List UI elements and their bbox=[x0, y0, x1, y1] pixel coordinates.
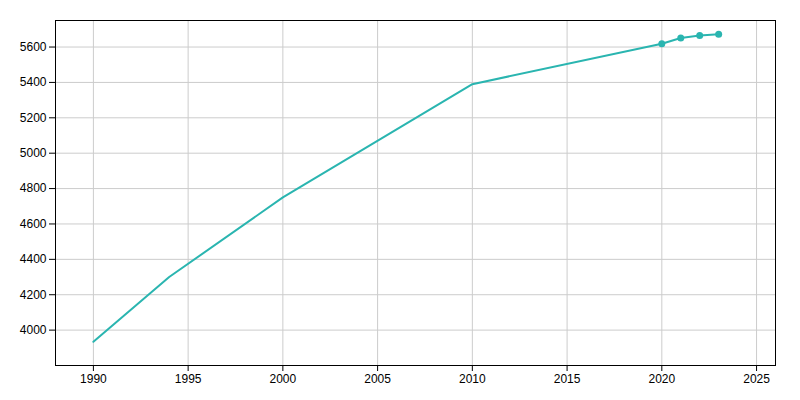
svg-text:2015: 2015 bbox=[554, 372, 581, 386]
svg-text:4000: 4000 bbox=[20, 323, 47, 337]
svg-text:5000: 5000 bbox=[20, 146, 47, 160]
svg-text:2000: 2000 bbox=[270, 372, 297, 386]
svg-text:4400: 4400 bbox=[20, 252, 47, 266]
svg-text:4200: 4200 bbox=[20, 288, 47, 302]
svg-text:5400: 5400 bbox=[20, 75, 47, 89]
svg-text:1995: 1995 bbox=[175, 372, 202, 386]
svg-text:2005: 2005 bbox=[364, 372, 391, 386]
svg-text:4800: 4800 bbox=[20, 181, 47, 195]
svg-text:5600: 5600 bbox=[20, 40, 47, 54]
svg-text:2010: 2010 bbox=[459, 372, 486, 386]
svg-text:2025: 2025 bbox=[743, 372, 770, 386]
svg-text:4600: 4600 bbox=[20, 217, 47, 231]
svg-text:1990: 1990 bbox=[80, 372, 107, 386]
svg-text:5200: 5200 bbox=[20, 111, 47, 125]
svg-text:2020: 2020 bbox=[648, 372, 675, 386]
